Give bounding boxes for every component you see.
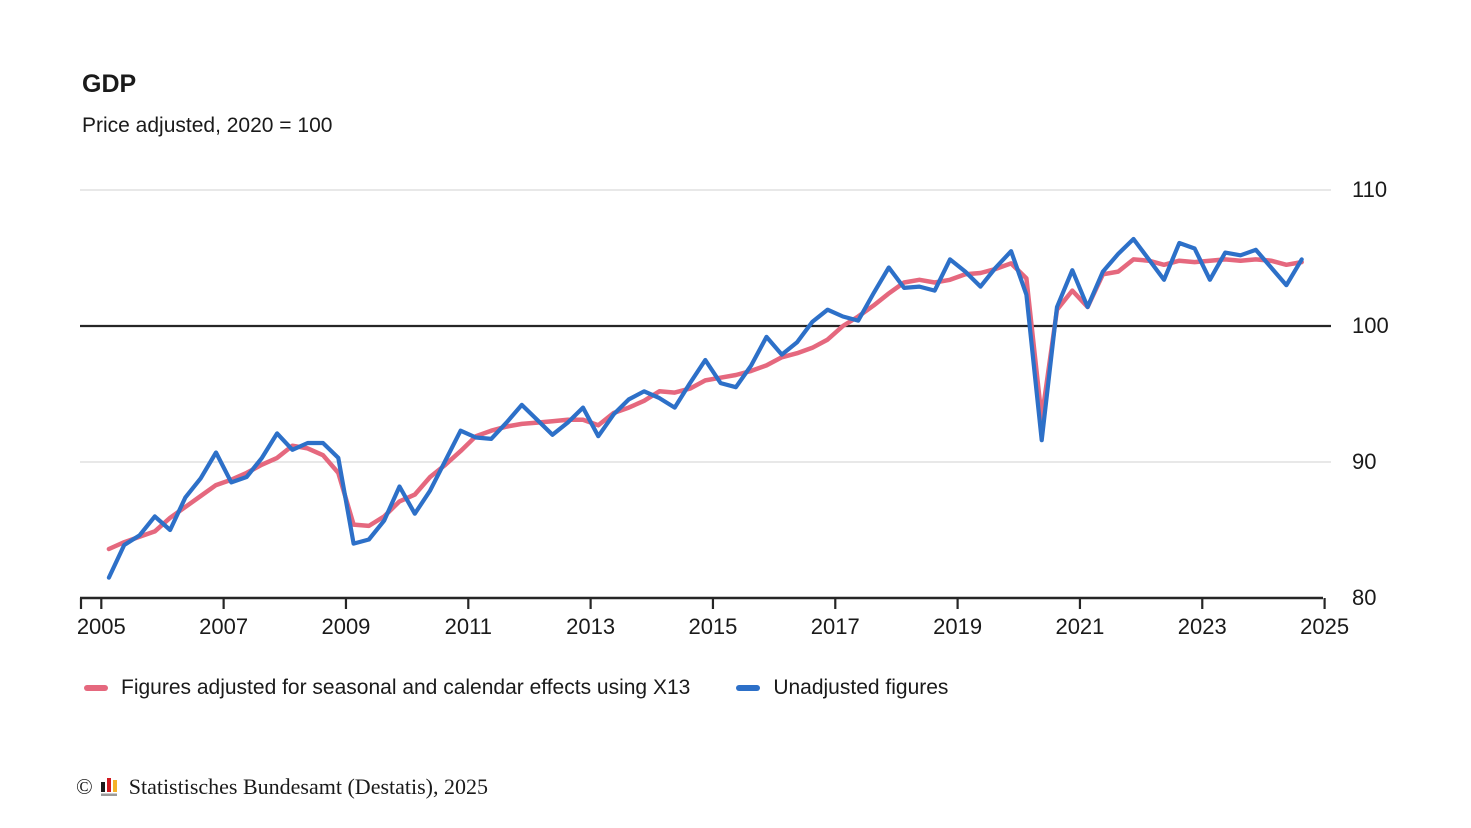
series-line-unadjusted <box>106 236 1304 580</box>
adjusted-series-swatch-icon <box>84 685 108 691</box>
copyright-symbol: © <box>76 774 93 799</box>
legend-label-unadjusted: Unadjusted figures <box>773 676 949 699</box>
x-tick-label-2023: 2023 <box>1177 614 1227 639</box>
legend-item-unadjusted: Unadjusted figures <box>736 676 948 700</box>
unadjusted-series-swatch-icon <box>736 685 761 691</box>
x-tick-label-2013: 2013 <box>566 614 616 639</box>
destatis-logo-icon <box>100 778 117 796</box>
x-tick-label-2021: 2021 <box>1055 614 1105 639</box>
x-tick-label-2011: 2011 <box>444 614 492 639</box>
y-tick-label-110: 110 <box>1352 177 1388 202</box>
x-tick-label-2025: 2025 <box>1300 614 1350 639</box>
y-tick-label-80: 80 <box>1352 585 1377 610</box>
x-tick-label-2007: 2007 <box>199 614 249 639</box>
series-line-adjusted <box>106 257 1304 552</box>
y-tick-label-90: 90 <box>1352 449 1377 474</box>
x-tick-label-2015: 2015 <box>688 614 738 639</box>
legend-item-adjusted: Figures adjusted for seasonal and calend… <box>84 676 690 700</box>
source-text: Statistisches Bundesamt (Destatis), 2025 <box>128 774 489 799</box>
legend-label-adjusted: Figures adjusted for seasonal and calend… <box>121 676 691 699</box>
x-tick-label-2009: 2009 <box>321 614 371 639</box>
chart-legend: Figures adjusted for seasonal and calend… <box>84 676 948 700</box>
chart-title: GDP <box>82 70 137 98</box>
source-line: © Statistisches Bundesamt (Destatis), 20… <box>76 774 488 800</box>
x-tick-label-2005: 2005 <box>76 614 126 639</box>
x-tick-label-2019: 2019 <box>933 614 983 639</box>
x-tick-label-2017: 2017 <box>810 614 860 639</box>
chart-subtitle: Price adjusted, 2020 = 100 <box>82 114 333 137</box>
y-tick-label-100: 100 <box>1352 313 1389 338</box>
